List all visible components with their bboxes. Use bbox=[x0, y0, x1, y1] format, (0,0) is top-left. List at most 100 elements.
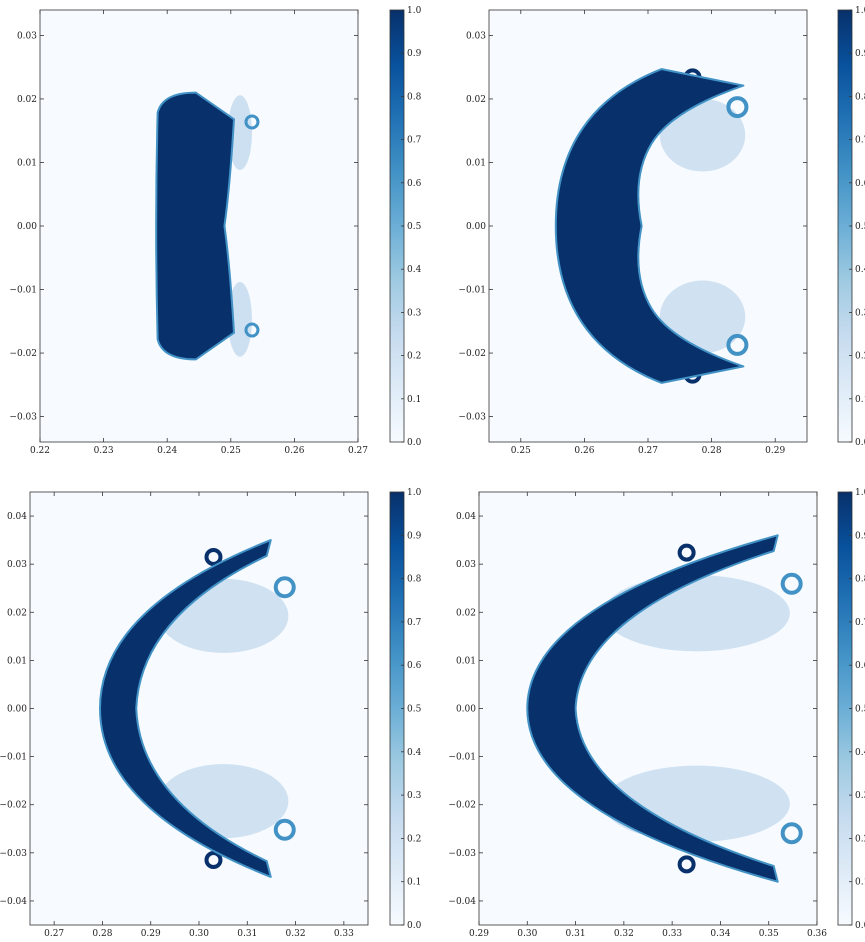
field-bottom-left bbox=[99, 539, 296, 878]
x-tick-label: 0.31 bbox=[566, 929, 586, 939]
y-tick-label: −0.03 bbox=[0, 849, 27, 859]
colorbar-tick-label: 0.5 bbox=[407, 705, 422, 715]
vortex bbox=[780, 572, 803, 595]
x-tick-label: 0.29 bbox=[469, 929, 489, 939]
colorbar-tick-label: 0.9 bbox=[407, 531, 422, 541]
vortex bbox=[273, 818, 296, 841]
panel-top-left: 0.22 0.23 0.24 0.25 0.26 0.270.030.020.010.00… bbox=[9, 6, 421, 456]
y-tick-label: 0.00 bbox=[7, 705, 27, 715]
vortex bbox=[204, 851, 223, 870]
colorbar-tick-label: 0.9 bbox=[407, 49, 422, 59]
y-tick-label: −0.04 bbox=[448, 897, 476, 907]
colorbar-tick-label: 0.3 bbox=[407, 791, 422, 801]
y-tick-label: 0.02 bbox=[7, 608, 27, 618]
colorbar-tick-label: 0.2 bbox=[855, 834, 865, 844]
y-tick-label: 0.01 bbox=[466, 158, 486, 168]
wisp bbox=[659, 98, 746, 172]
colorbar-tick-label: 0.5 bbox=[855, 705, 865, 715]
y-tick-label: −0.01 bbox=[448, 753, 476, 763]
y-tick-label: −0.01 bbox=[0, 753, 27, 763]
colorbar-tick-label: 0.8 bbox=[407, 92, 422, 102]
colorbar-tick-label: 1.0 bbox=[407, 488, 422, 498]
x-tick-label: 0.27 bbox=[44, 929, 64, 939]
colorbar-tick-label: 0.3 bbox=[855, 308, 865, 318]
wisp bbox=[659, 280, 746, 354]
colorbar-tick-label: 0.5 bbox=[855, 222, 865, 232]
x-tick-label: 0.24 bbox=[157, 446, 177, 456]
colorbar-tick-label: 0.7 bbox=[407, 618, 422, 628]
colorbar-tick-label: 0.1 bbox=[855, 395, 865, 405]
wisp bbox=[227, 95, 252, 170]
x-tick-label: 0.29 bbox=[141, 929, 161, 939]
x-tick-label: 0.32 bbox=[614, 929, 634, 939]
x-tick-label: 0.35 bbox=[759, 929, 779, 939]
field-bottom-right bbox=[526, 534, 803, 883]
y-tick-label: −0.03 bbox=[458, 413, 486, 423]
dense-region bbox=[526, 534, 779, 883]
y-tick-label: −0.02 bbox=[0, 801, 27, 811]
colorbar-tick-label: 0.7 bbox=[855, 136, 865, 146]
colorbar-tick-label: 0.3 bbox=[855, 791, 865, 801]
y-tick-label: −0.02 bbox=[458, 349, 486, 359]
field-top-left bbox=[155, 91, 260, 361]
colorbar-tick-label: 0.6 bbox=[855, 661, 865, 671]
colorbar-tick-label: 0.4 bbox=[407, 748, 422, 758]
x-tick-label: 0.30 bbox=[189, 929, 209, 939]
y-tick-label: 0.04 bbox=[7, 512, 27, 522]
colorbar-tick-label: 0.4 bbox=[407, 265, 422, 275]
y-tick-label: 0.00 bbox=[466, 222, 486, 232]
y-tick-label: −0.03 bbox=[9, 413, 37, 423]
colorbar-tick-label: 0.9 bbox=[855, 531, 865, 541]
x-tick-label: 0.34 bbox=[710, 929, 730, 939]
x-tick-label: 0.25 bbox=[511, 446, 531, 456]
x-tick-label: 0.32 bbox=[286, 929, 306, 939]
x-tick-label: 0.22 bbox=[30, 446, 50, 456]
vortex bbox=[726, 96, 749, 119]
colorbar-tick-label: 0.0 bbox=[855, 921, 865, 931]
colorbar-tick-label: 0.8 bbox=[407, 575, 422, 585]
panel-bottom-left: 0.27 0.28 0.29 0.30 0.31 0.32 0.33 0.04 0.03 0.02… bbox=[0, 488, 422, 939]
y-tick-label: −0.01 bbox=[9, 286, 37, 296]
colorbar-tick-label: 1.0 bbox=[855, 6, 865, 16]
colorbar-tick-label: 0.0 bbox=[407, 438, 422, 448]
x-tick-label: 0.27 bbox=[348, 446, 368, 456]
colorbar-tick-label: 0.1 bbox=[407, 878, 421, 888]
y-tick-label: 0.04 bbox=[456, 512, 476, 522]
x-tick-label: 0.26 bbox=[284, 446, 304, 456]
colorbar-tick-label: 0.3 bbox=[407, 308, 422, 318]
y-tick-label: 0.02 bbox=[17, 95, 37, 105]
colorbar-tick-label: 0.9 bbox=[855, 49, 865, 59]
colorbar-tick-label: 0.2 bbox=[407, 834, 421, 844]
x-tick-label: 0.23 bbox=[94, 446, 114, 456]
y-tick-label: 0.00 bbox=[456, 705, 476, 715]
wisp bbox=[227, 282, 252, 357]
y-tick-label: 0.01 bbox=[456, 656, 476, 666]
y-tick-label: −0.02 bbox=[448, 801, 476, 811]
vortex bbox=[204, 547, 223, 566]
colorbar-tick-label: 0.4 bbox=[855, 748, 865, 758]
dense-region bbox=[155, 91, 236, 361]
colorbar-tick-label: 0.1 bbox=[855, 878, 865, 888]
colorbar-tick-label: 0.4 bbox=[855, 265, 865, 275]
y-tick-label: −0.02 bbox=[9, 349, 37, 359]
x-tick-label: 0.33 bbox=[662, 929, 682, 939]
y-tick-label: 0.03 bbox=[456, 560, 476, 570]
colorbar-tick-label: 0.2 bbox=[407, 352, 421, 362]
y-tick-label: −0.03 bbox=[448, 849, 476, 859]
colorbar-tick-label: 0.5 bbox=[407, 222, 422, 232]
x-tick-label: 0.26 bbox=[574, 446, 594, 456]
y-tick-label: 0.03 bbox=[466, 31, 486, 41]
colorbar-tick-label: 1.0 bbox=[855, 488, 865, 498]
x-tick-label: 0.30 bbox=[517, 929, 537, 939]
colorbar-tick-label: 0.7 bbox=[407, 136, 422, 146]
x-tick-label: 0.29 bbox=[765, 446, 785, 456]
dense-region bbox=[99, 539, 272, 878]
vortex bbox=[677, 855, 696, 874]
x-tick-label: 0.28 bbox=[92, 929, 112, 939]
y-tick-label: 0.02 bbox=[456, 608, 476, 618]
panel-top-right: 0.25 0.26 0.27 0.28 0.29 0.03 0.02 0.01 0.00 −0.0… bbox=[458, 6, 865, 456]
colorbar-tick-label: 0.6 bbox=[407, 179, 422, 189]
vortex bbox=[677, 543, 696, 562]
colorbar-tick-label: 0.2 bbox=[855, 352, 865, 362]
